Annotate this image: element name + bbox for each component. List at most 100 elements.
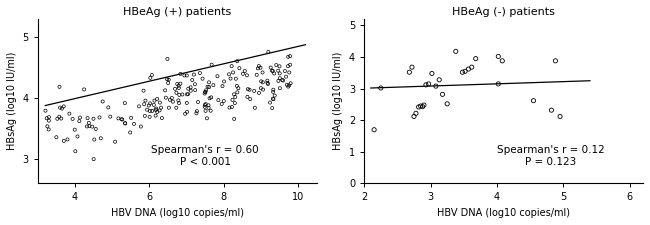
Point — [155, 101, 165, 104]
Point — [268, 97, 278, 101]
Point — [419, 103, 429, 107]
Point — [160, 88, 170, 92]
Point — [460, 70, 471, 73]
Point — [249, 89, 259, 93]
Point — [257, 81, 268, 84]
Point — [145, 101, 155, 105]
Point — [274, 76, 285, 80]
Point — [224, 106, 235, 109]
Point — [134, 105, 144, 108]
Point — [166, 96, 177, 100]
Point — [471, 57, 481, 61]
Point — [136, 125, 146, 128]
Point — [180, 112, 190, 116]
Point — [185, 89, 196, 92]
Point — [42, 117, 52, 120]
Point — [94, 116, 105, 119]
Point — [219, 80, 229, 83]
Point — [285, 63, 295, 67]
Point — [200, 90, 211, 94]
Point — [162, 57, 173, 61]
Point — [200, 90, 211, 94]
Point — [79, 88, 89, 91]
Point — [174, 93, 185, 97]
Point — [157, 116, 167, 120]
Point — [242, 87, 253, 91]
Point — [181, 101, 192, 105]
Point — [163, 81, 174, 85]
Point — [254, 91, 264, 95]
Point — [90, 127, 101, 131]
Point — [265, 101, 275, 104]
Point — [217, 84, 228, 88]
Point — [203, 104, 214, 107]
Point — [88, 157, 99, 161]
Point — [253, 67, 263, 70]
Point — [204, 97, 214, 100]
Point — [54, 115, 64, 119]
Point — [281, 75, 291, 79]
Point — [44, 115, 54, 119]
Point — [413, 105, 424, 109]
Title: HBeAg (+) patients: HBeAg (+) patients — [123, 7, 231, 17]
Point — [369, 128, 380, 132]
Point — [268, 69, 278, 73]
Point — [55, 85, 65, 89]
Point — [64, 112, 75, 115]
Point — [144, 115, 155, 119]
Point — [262, 79, 272, 82]
Point — [281, 83, 292, 87]
Point — [105, 115, 116, 118]
Point — [421, 83, 431, 87]
Point — [171, 91, 181, 94]
Point — [183, 87, 194, 90]
Point — [232, 90, 242, 94]
Point — [284, 71, 294, 74]
Point — [147, 73, 157, 77]
Point — [152, 97, 162, 101]
Point — [206, 96, 216, 99]
Point — [150, 99, 160, 102]
Point — [174, 86, 184, 90]
Point — [96, 137, 106, 140]
Point — [266, 69, 277, 72]
Point — [497, 59, 508, 63]
Point — [149, 103, 159, 107]
Point — [467, 65, 477, 69]
Point — [173, 99, 183, 102]
Point — [72, 135, 83, 138]
Point — [263, 50, 274, 54]
Point — [195, 71, 205, 75]
Point — [271, 63, 281, 67]
Point — [493, 55, 504, 58]
Point — [417, 105, 428, 108]
Point — [145, 109, 155, 113]
Point — [423, 82, 434, 86]
Point — [285, 54, 295, 58]
Point — [204, 85, 214, 89]
Point — [40, 109, 51, 112]
Point — [550, 59, 560, 63]
Point — [546, 108, 556, 112]
Point — [181, 74, 192, 77]
Point — [175, 82, 185, 86]
Point — [57, 107, 67, 110]
Point — [51, 135, 62, 139]
Point — [252, 73, 262, 77]
Point — [218, 99, 229, 103]
Point — [409, 115, 419, 118]
Point — [283, 64, 293, 68]
Point — [44, 128, 54, 131]
Point — [213, 98, 224, 102]
X-axis label: HBV DNA (log10 copies/ml): HBV DNA (log10 copies/ml) — [111, 208, 244, 218]
Point — [70, 128, 80, 131]
Point — [120, 122, 131, 125]
Point — [98, 100, 108, 103]
Point — [190, 88, 200, 92]
Point — [147, 109, 157, 113]
Point — [229, 101, 240, 105]
Point — [87, 125, 98, 128]
Point — [74, 119, 85, 123]
Point — [213, 74, 223, 78]
Point — [404, 70, 415, 74]
